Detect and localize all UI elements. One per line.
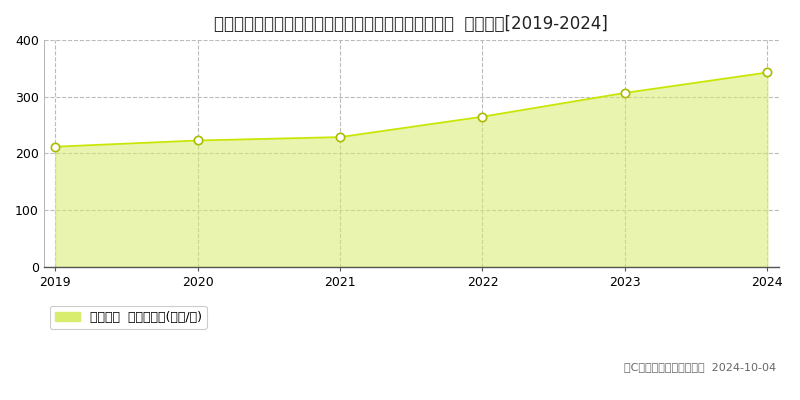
Title: 千葉県流山市おおたかの森西１丁目３番１　基準地価  地価推移[2019-2024]: 千葉県流山市おおたかの森西１丁目３番１ 基準地価 地価推移[2019-2024] xyxy=(214,15,608,33)
Legend: 基準地価  平均坪単価(万円/坪): 基準地価 平均坪単価(万円/坪) xyxy=(50,306,207,329)
Text: （C）土地価格ドットコム  2024-10-04: （C）土地価格ドットコム 2024-10-04 xyxy=(624,362,776,372)
